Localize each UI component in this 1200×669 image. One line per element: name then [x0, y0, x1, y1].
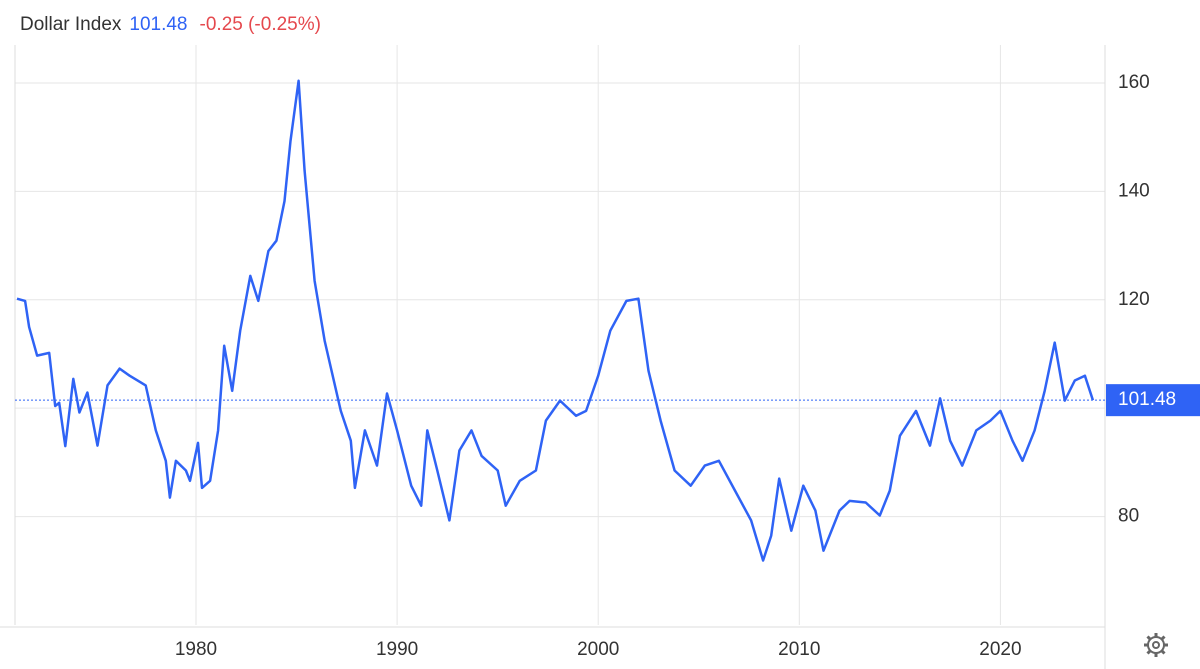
x-tick-label: 2010	[778, 639, 820, 660]
x-tick-label: 1980	[175, 639, 217, 660]
last-price-box	[1106, 384, 1200, 417]
last-price-label: 101.48	[1118, 389, 1176, 410]
x-tick-label: 2020	[979, 639, 1021, 660]
y-tick-label: 120	[1118, 289, 1150, 310]
header-price: 101.48	[129, 14, 187, 35]
gear-ring	[1147, 636, 1165, 654]
y-tick-label: 80	[1118, 506, 1139, 527]
gear-hub	[1152, 641, 1160, 649]
gear-teeth	[1144, 633, 1168, 657]
settings-icon[interactable]	[1144, 633, 1168, 657]
y-tick-label: 140	[1118, 180, 1150, 201]
header-change: -0.25 (-0.25%)	[200, 14, 321, 35]
x-tick-label: 1990	[376, 639, 418, 660]
chart-title: Dollar Index	[20, 14, 122, 35]
y-tick-label: 160	[1118, 72, 1150, 93]
x-tick-label: 2000	[577, 639, 619, 660]
line	[16, 79, 1095, 562]
